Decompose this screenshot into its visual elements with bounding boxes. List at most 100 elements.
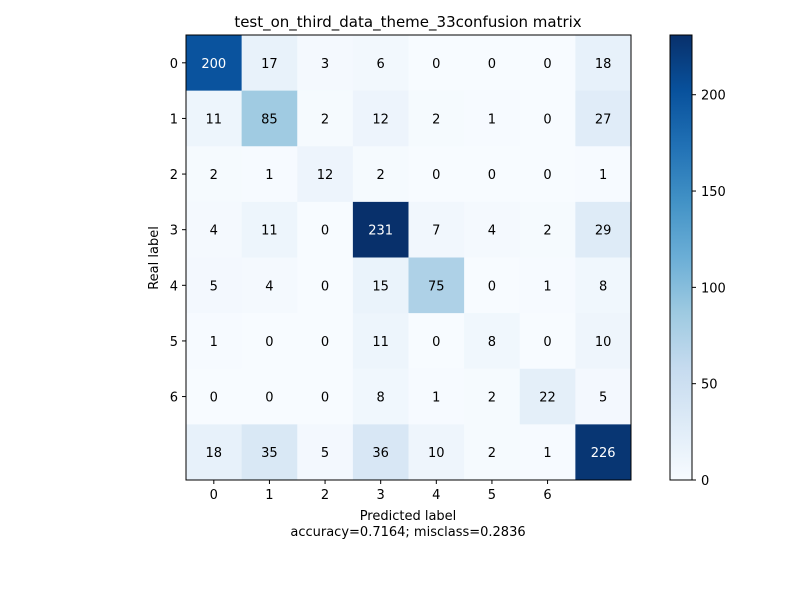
cell-value-label: 0	[265, 335, 273, 350]
cell-value-label: 226	[591, 446, 616, 461]
cell-value-label: 0	[432, 168, 440, 183]
cell-value-label: 0	[543, 168, 551, 183]
cell-value-label: 0	[543, 112, 551, 127]
heatmap-cell	[186, 90, 243, 147]
colorbar-tick-label: 200	[701, 89, 726, 104]
cell-value-label: 5	[321, 446, 329, 461]
cell-value-label: 35	[261, 446, 278, 461]
cell-value-label: 22	[539, 391, 556, 406]
cell-value-label: 0	[265, 391, 273, 406]
heatmap-cell	[519, 201, 576, 258]
cell-value-label: 11	[206, 112, 223, 127]
heatmap-cell	[186, 368, 243, 425]
cell-value-label: 0	[488, 279, 496, 294]
x-axis-label: Predicted label	[360, 509, 457, 524]
heatmap-cell	[519, 313, 576, 370]
cell-value-label: 1	[543, 446, 551, 461]
y-tick-label: 1	[170, 112, 178, 127]
cell-value-label: 1	[488, 112, 496, 127]
heatmap-cell	[575, 201, 632, 258]
y-tick-label: 5	[170, 335, 178, 350]
cell-value-label: 0	[488, 168, 496, 183]
cell-value-label: 0	[321, 279, 329, 294]
cell-value-label: 18	[595, 57, 612, 72]
cell-value-label: 4	[265, 279, 273, 294]
heatmap-cell	[186, 201, 243, 258]
heatmap-cell	[352, 201, 409, 258]
x-tick-label: 6	[543, 488, 551, 503]
heatmap-cell	[297, 257, 354, 314]
heatmap-cell	[575, 35, 632, 92]
cell-value-label: 2	[210, 168, 218, 183]
cell-value-label: 10	[595, 335, 612, 350]
heatmap-cell	[186, 146, 243, 203]
x-axis-ticks: 0 1 2 3 4 5 6	[210, 480, 552, 503]
colorbar-tick-label: 0	[701, 474, 709, 489]
heatmap-cell	[464, 424, 521, 481]
cell-value-label: 15	[372, 279, 389, 294]
heatmap-cell	[519, 90, 576, 147]
heatmap-cell	[241, 424, 298, 481]
heatmap-cell	[297, 201, 354, 258]
heatmap-cell	[408, 424, 465, 481]
cell-value-label: 0	[321, 335, 329, 350]
heatmap-cell	[408, 90, 465, 147]
heatmap-cell	[352, 368, 409, 425]
cell-value-label: 231	[368, 224, 393, 239]
x-tick-label: 3	[377, 488, 385, 503]
heatmap-cell	[575, 368, 632, 425]
cell-value-label: 0	[210, 391, 218, 406]
heatmap-cell	[352, 90, 409, 147]
x-tick-label: 1	[265, 488, 273, 503]
heatmap-cell	[408, 313, 465, 370]
cell-value-label: 0	[543, 57, 551, 72]
cell-value-label: 7	[432, 224, 440, 239]
cell-value-label: 12	[372, 112, 389, 127]
heatmap-cell	[464, 146, 521, 203]
heatmap-cell	[297, 146, 354, 203]
heatmap-cell	[519, 257, 576, 314]
cell-value-label: 29	[595, 224, 612, 239]
cell-value-label: 0	[543, 335, 551, 350]
heatmap-cell	[575, 90, 632, 147]
heatmap-cell	[464, 35, 521, 92]
heatmap-cell	[408, 201, 465, 258]
heatmap-cell	[297, 313, 354, 370]
x-tick-label: 5	[488, 488, 496, 503]
cell-value-label: 5	[210, 279, 218, 294]
x-tick-label: 2	[321, 488, 329, 503]
heatmap-cell	[297, 424, 354, 481]
y-tick-label: 0	[170, 57, 178, 72]
heatmap-cell	[408, 368, 465, 425]
heatmap-cell	[241, 146, 298, 203]
heatmap-cell	[297, 90, 354, 147]
heatmap-cell	[575, 257, 632, 314]
accuracy-label: accuracy=0.7164; misclass=0.2836	[290, 525, 525, 540]
cell-value-label: 2	[543, 224, 551, 239]
cell-value-label: 1	[543, 279, 551, 294]
cell-value-label: 12	[317, 168, 334, 183]
cell-value-label: 6	[377, 57, 385, 72]
colorbar	[669, 34, 693, 481]
heatmap-cell	[408, 35, 465, 92]
y-axis-ticks: 0 1 2 3 4 5 6	[170, 57, 186, 406]
cell-value-label: 36	[372, 446, 389, 461]
y-tick-label: 3	[170, 224, 178, 239]
cell-value-label: 10	[428, 446, 445, 461]
x-tick-label: 4	[432, 488, 440, 503]
cell-value-label: 1	[265, 168, 273, 183]
y-tick-label: 6	[170, 391, 178, 406]
heatmap-cell	[519, 35, 576, 92]
heatmap-cell	[352, 313, 409, 370]
cell-value-label: 0	[432, 335, 440, 350]
plot-frame	[185, 34, 632, 481]
y-tick-label: 2	[170, 168, 178, 183]
heatmap-cell	[464, 90, 521, 147]
heatmap-cell	[575, 313, 632, 370]
colorbar-tick-label: 100	[701, 281, 726, 296]
heatmap-cell	[519, 146, 576, 203]
heatmap-cell	[186, 257, 243, 314]
heatmap-cell	[186, 35, 243, 92]
cell-value-label: 75	[428, 279, 445, 294]
